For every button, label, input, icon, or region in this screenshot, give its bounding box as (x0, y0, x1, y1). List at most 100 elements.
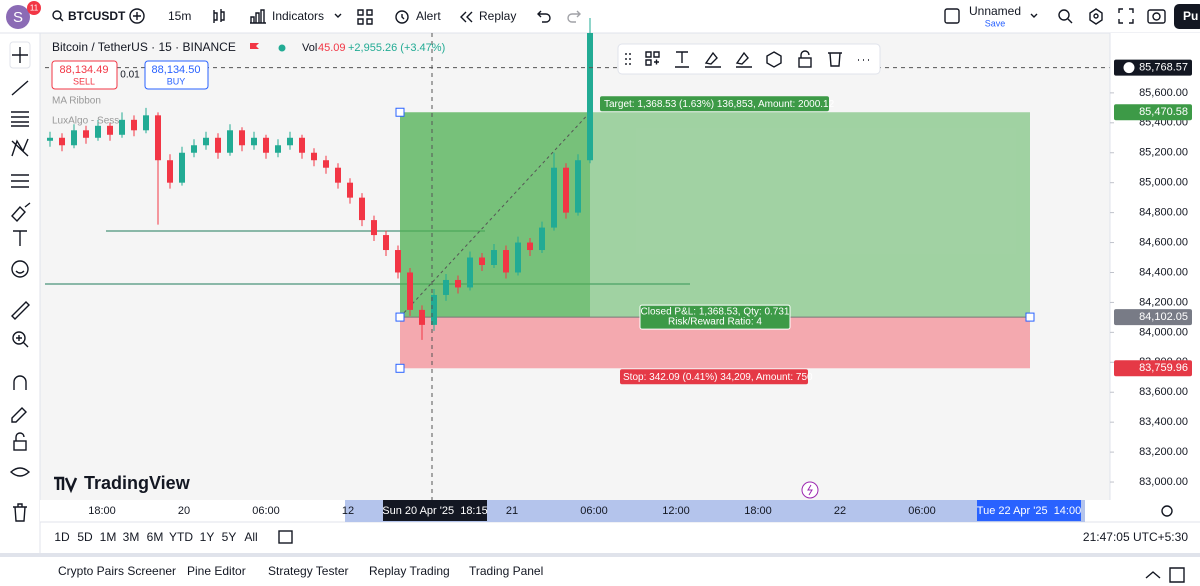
search-icon[interactable] (52, 10, 62, 20)
quick-search[interactable] (1058, 9, 1070, 21)
redo[interactable] (567, 10, 581, 23)
replay-button[interactable]: Replay (479, 9, 516, 23)
range-button[interactable]: 1D (54, 530, 70, 544)
trendline-tool[interactable] (11, 80, 29, 96)
checkbox[interactable] (944, 8, 960, 24)
candle-body (59, 137, 65, 146)
visibility-tool[interactable] (9, 467, 31, 477)
range-button[interactable]: 3M (123, 530, 140, 544)
chart-type-icon[interactable] (213, 9, 225, 23)
candle-body (167, 160, 173, 183)
lock-tool[interactable] (13, 440, 27, 451)
candle-body (119, 119, 125, 135)
screenshot-icon (1152, 12, 1161, 21)
pnl-label: Closed P&L: 1,368.53, Qty: 0.731 (641, 307, 790, 318)
pattern-tool[interactable] (11, 138, 29, 157)
indicators-icon[interactable] (250, 9, 266, 24)
magnet-tool[interactable] (13, 375, 27, 390)
x-tick-label: 12 (342, 505, 354, 517)
delete-icon[interactable] (828, 52, 842, 67)
x-tick-label: 21 (506, 505, 518, 517)
alert-icon[interactable] (395, 10, 409, 24)
crosshair-time-box (383, 500, 487, 521)
sell-label: SELL (73, 76, 95, 86)
compare-icon[interactable] (129, 8, 145, 24)
settings-icon[interactable] (1089, 8, 1103, 25)
chevron[interactable] (334, 13, 342, 18)
price-label: 85,768.57 (1139, 62, 1188, 74)
indicators-button[interactable]: Indicators (272, 9, 324, 23)
undo[interactable] (537, 10, 551, 23)
clock: 21:47:05 UTC+5:30 (1083, 530, 1188, 544)
lock-draw-tool[interactable] (11, 407, 27, 423)
path-line (399, 111, 591, 318)
symbol[interactable]: BTCUSDT (68, 9, 126, 23)
range-button[interactable]: 5Y (222, 530, 237, 544)
date-range-icon[interactable] (278, 530, 293, 544)
replay-icon[interactable] (460, 11, 473, 23)
drag-handle[interactable] (625, 53, 631, 65)
publish-button[interactable] (1174, 4, 1200, 29)
buy-button[interactable] (144, 60, 209, 90)
fill-icon[interactable] (704, 51, 721, 68)
flag[interactable] (250, 43, 259, 53)
screenshot-icon[interactable] (1147, 9, 1166, 24)
lock-icon[interactable] (798, 57, 812, 68)
indicator-name[interactable]: MA Ribbon (52, 96, 101, 107)
layouts-icon[interactable] (357, 9, 373, 25)
interval[interactable]: 15m (168, 9, 191, 23)
measure-tool[interactable] (11, 301, 30, 320)
range-button[interactable]: 1M (100, 530, 117, 544)
icon-tool[interactable] (11, 260, 29, 278)
indicator-name[interactable]: LuxAlgo - Sess (52, 116, 119, 127)
range-button[interactable]: 5D (77, 530, 93, 544)
tool-selected (9, 41, 31, 69)
trash-tool[interactable] (13, 503, 27, 522)
save-button[interactable]: Save (985, 18, 1006, 28)
change: +2,955.26 (+3.47%) (348, 42, 445, 54)
projection-tool[interactable] (11, 174, 29, 188)
crosshair-tool[interactable] (12, 47, 28, 63)
range-button[interactable]: 1Y (200, 530, 215, 544)
symbol-title: Bitcoin / TetherUS · 15 · BINANCE (52, 40, 236, 54)
candle-body (323, 160, 329, 168)
left-toolbar (0, 33, 40, 553)
axis-settings[interactable] (1161, 505, 1173, 517)
text-tool[interactable] (13, 230, 27, 246)
candle-body (263, 137, 269, 153)
divider (0, 553, 1200, 557)
panel-tab[interactable]: Replay Trading (369, 564, 450, 578)
range-button[interactable]: YTD (169, 530, 193, 544)
alert-button[interactable]: Alert (416, 9, 441, 23)
panel-tab[interactable]: Trading Panel (469, 564, 543, 578)
y-tick-label: 83,000.00 (1139, 476, 1188, 488)
floating-toolbar (617, 43, 881, 75)
zoom-tool[interactable] (12, 331, 26, 345)
brush-tool[interactable] (11, 202, 31, 223)
range-button[interactable]: All (244, 530, 257, 544)
template-icon[interactable] (645, 51, 660, 66)
candle-body (83, 130, 89, 138)
sell-button[interactable] (51, 60, 118, 90)
range-button[interactable]: 6M (147, 530, 164, 544)
fill-icon[interactable] (735, 51, 752, 68)
avatar[interactable] (6, 5, 30, 29)
settings-icon[interactable] (766, 51, 782, 68)
publish-label: Pu (1183, 9, 1198, 23)
chevron[interactable] (1030, 13, 1038, 18)
text-icon[interactable] (675, 51, 689, 68)
fib-tool[interactable] (11, 111, 29, 127)
panel-tab[interactable]: Pine Editor (187, 564, 246, 578)
icon-tool (15, 270, 25, 274)
candle-body (359, 197, 365, 221)
panel-tab[interactable]: Crypto Pairs Screener (58, 564, 176, 578)
candle-body (215, 137, 221, 153)
fullscreen-icon[interactable] (1118, 8, 1134, 24)
candle-body (71, 130, 77, 146)
layout-name[interactable]: Unnamed (969, 4, 1021, 18)
panel-controls[interactable] (1145, 567, 1185, 583)
panel-tab[interactable]: Strategy Tester (268, 564, 348, 578)
y-tick-label: 85,600.00 (1139, 87, 1188, 99)
end-time-box (977, 500, 1081, 521)
